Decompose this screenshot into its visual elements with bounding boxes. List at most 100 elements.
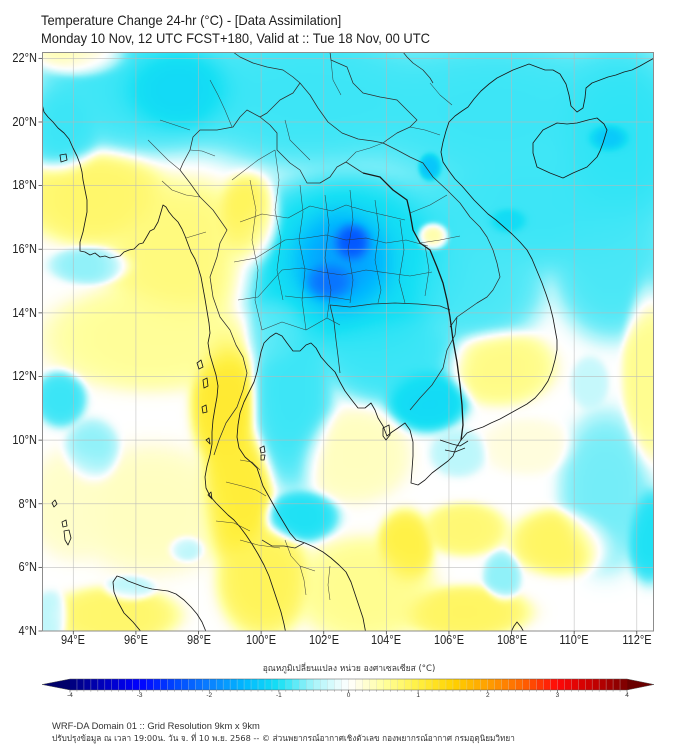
- colorbar-label: อุณหภูมิเปลี่ยนแปลง หน่วย องศาเซลเซียส (…: [262, 664, 436, 674]
- colorbar-segment: [508, 679, 516, 690]
- colorbar-segment: [195, 679, 203, 690]
- y-tick-label: 6°N: [18, 560, 37, 575]
- colorbar-tick-label: -4: [67, 692, 73, 699]
- colorbar-segment: [299, 679, 308, 690]
- colorbar-segment: [237, 679, 245, 690]
- colorbar-segment: [585, 679, 593, 690]
- coastline-hainan: [532, 117, 608, 179]
- coastline-myanmar-peninsula-west: [42, 103, 286, 631]
- colorbar-segment: [230, 679, 238, 690]
- colorbar-segment: [320, 679, 328, 690]
- x-tick-label: 100°E: [246, 633, 277, 647]
- colorbar-extend-min-arrow: [42, 679, 70, 690]
- colorbar-segment: [132, 679, 140, 690]
- colorbar-segment: [223, 679, 231, 690]
- x-tick-label: 94°E: [61, 633, 86, 647]
- colorbar-segment: [613, 679, 621, 690]
- colorbar-segment: [139, 679, 147, 690]
- colorbar-segment: [292, 679, 301, 690]
- y-tick-label: 18°N: [12, 178, 37, 193]
- colorbar-tick-label: 2: [485, 692, 490, 699]
- colorbar-segment: [564, 679, 572, 690]
- axis-tick-marks: [38, 57, 638, 635]
- x-tick-label: 110°E: [559, 633, 589, 647]
- colorbar-segment: [376, 679, 384, 690]
- colorbar-segment: [383, 679, 391, 690]
- colorbar-segment: [439, 679, 447, 690]
- colorbar-segment: [251, 679, 259, 690]
- temperature-change-field: [42, 52, 654, 631]
- colorbar-segment: [522, 679, 530, 690]
- colorbar-segment: [501, 679, 509, 690]
- y-tick-label: 14°N: [12, 305, 37, 320]
- colorbar-segment: [606, 679, 614, 690]
- x-tick-label: 104°E: [371, 633, 402, 647]
- coastline-peninsula-east: [236, 332, 366, 631]
- colorbar-segment: [160, 679, 168, 690]
- colorbar-segment: [362, 679, 370, 690]
- y-tick-label: 16°N: [12, 242, 37, 257]
- colorbar-segment: [459, 679, 468, 690]
- colorbar-segment: [355, 679, 363, 690]
- colorbar-segment: [97, 679, 106, 690]
- colorbar-segment: [425, 679, 433, 690]
- colorbar-segment: [188, 679, 196, 690]
- colorbar-segment: [452, 679, 461, 690]
- y-tick-label: 8°N: [18, 496, 37, 511]
- mekong-border: [362, 172, 464, 441]
- colorbar-tick-label: -1: [275, 692, 282, 699]
- coastline-sumatra: [112, 575, 207, 631]
- coastline-islands: [51, 153, 524, 631]
- footer-domain-info: WRF-DA Domain 01 :: Grid Resolution 9km …: [52, 720, 260, 731]
- colorbar-segment: [76, 679, 85, 690]
- y-tick-label: 20°N: [12, 114, 37, 129]
- colorbar-segment: [285, 679, 294, 690]
- colorbar-segment: [515, 679, 523, 690]
- map-frame: [42, 52, 654, 632]
- colorbar-segment: [487, 679, 496, 690]
- colorbar-segment: [620, 679, 628, 690]
- y-tick-label: 10°N: [12, 432, 37, 447]
- map-title: Temperature Change 24-hr (°C) - [Data As…: [41, 12, 342, 28]
- colorbar-tick-label: -2: [206, 692, 213, 699]
- colorbar-segment: [473, 679, 482, 690]
- colorbar-segment: [90, 679, 99, 690]
- colorbar-segment: [202, 679, 210, 690]
- gridlines: [42, 52, 654, 631]
- colorbar-segment: [466, 679, 475, 690]
- footer-update-credit: ปรับปรุงข้อมูล ณ เวลา 19:00น. วัน จ. ที่…: [52, 733, 515, 743]
- colorbar-segment: [529, 679, 537, 690]
- colorbar-segment: [125, 679, 133, 690]
- colorbar-segment: [327, 679, 335, 690]
- colorbar-segment: [411, 679, 419, 690]
- y-tick-label: 22°N: [12, 51, 37, 66]
- coastlines-and-borders: [42, 52, 654, 631]
- colorbar-segment: [278, 679, 287, 690]
- colorbar-segment: [104, 679, 113, 690]
- colorbar-segment: [445, 679, 454, 690]
- country-borders: [179, 52, 501, 549]
- colorbar-segment: [536, 679, 544, 690]
- colorbar-segment: [404, 679, 412, 690]
- colorbar-segment: [550, 679, 558, 690]
- colorbar-segment: [313, 679, 321, 690]
- colorbar-segment: [306, 679, 314, 690]
- colorbar-segment: [118, 679, 126, 690]
- x-tick-label: 98°E: [186, 633, 211, 647]
- colorbar-tick-label: 3: [555, 692, 560, 699]
- colorbar-segment: [167, 679, 175, 690]
- coastline-indochina: [275, 57, 654, 486]
- colorbar-extend-max-arrow: [627, 679, 654, 690]
- colorbar-segment: [432, 679, 440, 690]
- colorbar-segment: [397, 679, 405, 690]
- colorbar-tick-label: 4: [625, 692, 629, 699]
- colorbar-segment: [418, 679, 426, 690]
- colorbar-segment: [83, 679, 92, 690]
- colorbar-tick-label: 1: [416, 692, 420, 699]
- colorbar-segment: [578, 679, 586, 690]
- province-borders: [147, 59, 461, 601]
- colorbar-segment: [334, 679, 342, 690]
- colorbar-segment: [571, 679, 579, 690]
- colorbar-segment: [146, 679, 154, 690]
